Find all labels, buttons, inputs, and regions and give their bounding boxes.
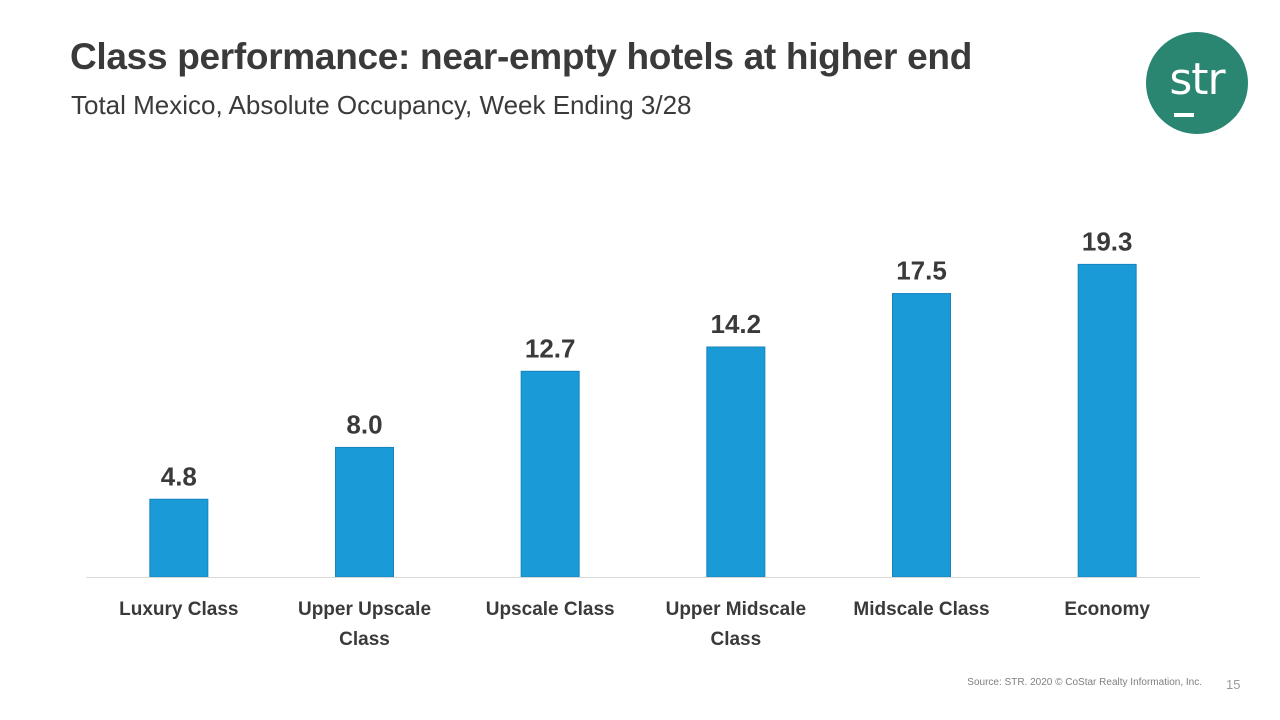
category-label-2: Upscale Class — [486, 599, 615, 620]
bar-2 — [520, 370, 580, 578]
bar-value-label-2: 12.7 — [525, 333, 576, 363]
str-logo: str — [1146, 32, 1248, 134]
bar-0 — [149, 498, 209, 578]
slide-subtitle: Total Mexico, Absolute Occupancy, Week E… — [71, 90, 692, 120]
category-label-4: Midscale Class — [853, 599, 989, 620]
category-label-3: Upper Midscale Class — [666, 599, 806, 650]
bar-value-label-1: 8.0 — [346, 409, 382, 439]
source-note: Source: STR. 2020 © CoStar Realty Inform… — [967, 677, 1202, 688]
bar-value-label-0: 4.8 — [161, 461, 197, 491]
bar-4 — [892, 293, 951, 578]
bar-3 — [706, 346, 766, 578]
bar-1 — [335, 446, 394, 578]
bar-value-label-3: 14.2 — [711, 309, 762, 339]
category-label-5: Economy — [1064, 599, 1150, 620]
slide-title: Class performance: near-empty hotels at … — [70, 36, 973, 77]
logo-underline — [1174, 113, 1194, 117]
bar-5 — [1077, 263, 1137, 578]
bar-value-label-4: 17.5 — [896, 256, 947, 286]
category-label-1: Upper Upscale Class — [298, 599, 431, 650]
logo-text: str — [1169, 54, 1225, 105]
category-label-0: Luxury Class — [119, 599, 238, 620]
bar-value-label-5: 19.3 — [1082, 226, 1133, 256]
page-number: 15 — [1226, 677, 1241, 692]
